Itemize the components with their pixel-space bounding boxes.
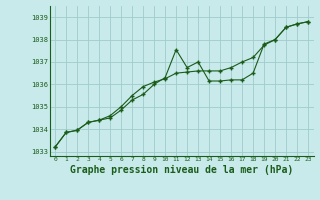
X-axis label: Graphe pression niveau de la mer (hPa): Graphe pression niveau de la mer (hPa) [70, 165, 293, 175]
